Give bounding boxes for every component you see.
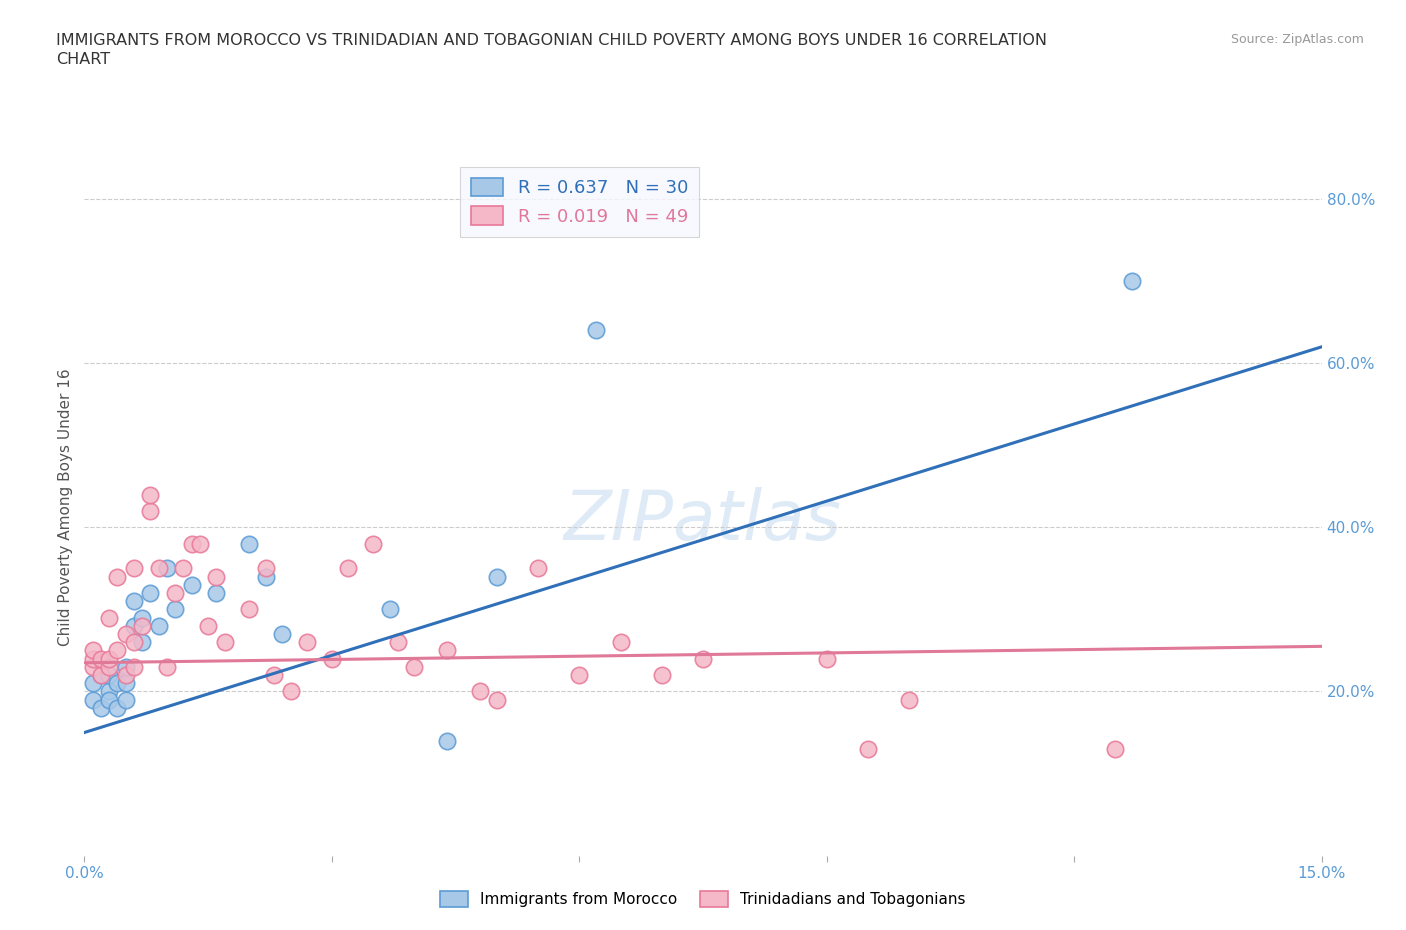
Point xyxy=(378,602,401,617)
Point xyxy=(98,659,121,674)
Point xyxy=(148,561,170,576)
Point xyxy=(404,659,426,674)
Point xyxy=(321,651,343,666)
Point xyxy=(105,569,128,584)
Point xyxy=(82,659,104,674)
Point xyxy=(165,586,187,601)
Point xyxy=(651,668,673,683)
Point xyxy=(585,323,607,338)
Point xyxy=(205,569,228,584)
Point xyxy=(98,668,121,683)
Point xyxy=(280,684,302,699)
Point xyxy=(609,635,631,650)
Point xyxy=(898,692,921,707)
Point xyxy=(114,627,136,642)
Point xyxy=(82,692,104,707)
Point xyxy=(156,561,179,576)
Point xyxy=(122,593,145,608)
Point xyxy=(568,668,591,683)
Point xyxy=(1121,273,1143,288)
Point xyxy=(90,700,112,715)
Point xyxy=(131,635,153,650)
Legend: Immigrants from Morocco, Trinidadians and Tobagonians: Immigrants from Morocco, Trinidadians an… xyxy=(434,884,972,913)
Text: ZIPatlas: ZIPatlas xyxy=(564,487,842,554)
Point xyxy=(165,602,187,617)
Text: IMMIGRANTS FROM MOROCCO VS TRINIDADIAN AND TOBAGONIAN CHILD POVERTY AMONG BOYS U: IMMIGRANTS FROM MOROCCO VS TRINIDADIAN A… xyxy=(56,33,1047,67)
Point xyxy=(1104,741,1126,756)
Point xyxy=(361,537,384,551)
Point xyxy=(692,651,714,666)
Point xyxy=(131,610,153,625)
Point xyxy=(131,618,153,633)
Point xyxy=(98,651,121,666)
Point xyxy=(82,643,104,658)
Point xyxy=(105,643,128,658)
Point xyxy=(156,659,179,674)
Point xyxy=(254,561,277,576)
Point xyxy=(105,676,128,691)
Point xyxy=(436,733,458,748)
Point xyxy=(82,676,104,691)
Point xyxy=(98,692,121,707)
Point xyxy=(337,561,360,576)
Point xyxy=(105,700,128,715)
Point xyxy=(387,635,409,650)
Point xyxy=(815,651,838,666)
Point xyxy=(98,610,121,625)
Text: Source: ZipAtlas.com: Source: ZipAtlas.com xyxy=(1230,33,1364,46)
Point xyxy=(271,627,294,642)
Point xyxy=(485,569,508,584)
Point xyxy=(238,602,260,617)
Point xyxy=(188,537,211,551)
Point xyxy=(436,643,458,658)
Point xyxy=(139,503,162,518)
Point xyxy=(122,618,145,633)
Point xyxy=(238,537,260,551)
Point xyxy=(114,676,136,691)
Point xyxy=(122,635,145,650)
Point xyxy=(254,569,277,584)
Point xyxy=(295,635,318,650)
Point xyxy=(527,561,550,576)
Y-axis label: Child Poverty Among Boys Under 16: Child Poverty Among Boys Under 16 xyxy=(58,368,73,645)
Point xyxy=(139,487,162,502)
Point xyxy=(98,684,121,699)
Point xyxy=(485,692,508,707)
Point xyxy=(205,586,228,601)
Point xyxy=(470,684,492,699)
Point xyxy=(172,561,194,576)
Point xyxy=(90,651,112,666)
Point xyxy=(148,618,170,633)
Point xyxy=(263,668,285,683)
Point xyxy=(122,659,145,674)
Point xyxy=(197,618,219,633)
Point xyxy=(90,668,112,683)
Point xyxy=(214,635,236,650)
Point xyxy=(114,659,136,674)
Point xyxy=(856,741,879,756)
Point xyxy=(114,692,136,707)
Legend: R = 0.637   N = 30, R = 0.019   N = 49: R = 0.637 N = 30, R = 0.019 N = 49 xyxy=(460,167,699,236)
Point xyxy=(114,668,136,683)
Point xyxy=(90,668,112,683)
Point xyxy=(82,651,104,666)
Point xyxy=(180,537,202,551)
Point xyxy=(180,578,202,592)
Point xyxy=(139,586,162,601)
Point xyxy=(122,561,145,576)
